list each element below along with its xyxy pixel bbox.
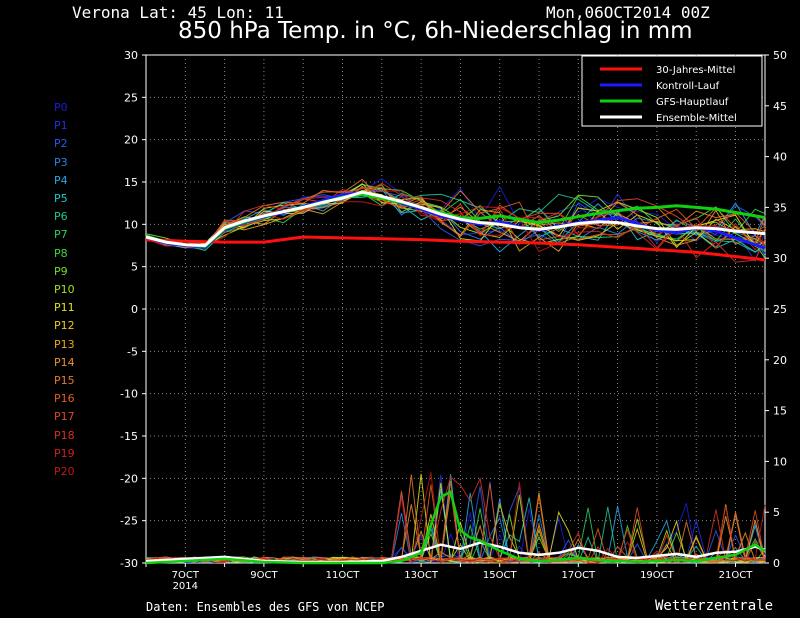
series-line-3 [145, 190, 766, 247]
right-tick-label: 35 [773, 201, 787, 214]
member-label-p11: P11 [54, 301, 75, 315]
legend-label: 30-Jahres-Mittel [656, 65, 735, 76]
date-tick-label: 17OCT [561, 570, 596, 581]
member-label-p6: P6 [54, 210, 68, 224]
date-tick-label: 7OCT [172, 570, 200, 581]
date-tick-label: 13OCT [404, 570, 439, 581]
legend-label: Kontroll-Lauf [656, 81, 720, 92]
member-label-p17: P17 [54, 410, 75, 424]
date-tick-label: 11OCT [326, 570, 361, 581]
member-label-p9: P9 [54, 264, 68, 278]
date-tick-label: 21OCT [719, 570, 754, 581]
left-tick-label: 20 [124, 134, 138, 147]
data-source-footer: Daten: Ensembles des GFS von NCEP [146, 600, 385, 614]
left-tick-label: 15 [124, 176, 138, 189]
member-label-p12: P12 [54, 319, 75, 333]
right-tick-label: 20 [773, 354, 787, 367]
member-label-p7: P7 [54, 228, 68, 242]
left-tick-label: -15 [120, 430, 138, 443]
member-label-p8: P8 [54, 246, 68, 260]
member-label-p10: P10 [54, 283, 75, 296]
date-tick-label: 2014 [173, 581, 198, 592]
series-line-5 [145, 490, 766, 565]
legend-label: GFS-Hauptlauf [656, 97, 729, 108]
right-tick-label: 40 [773, 151, 787, 164]
date-tick-label: 19OCT [640, 570, 675, 581]
right-tick-label: 10 [773, 455, 787, 468]
left-tick-label: -5 [127, 345, 138, 358]
right-tick-label: 25 [773, 303, 787, 316]
left-tick-label: -20 [120, 472, 138, 485]
location-header: Verona Lat: 45 Lon: 11 [72, 3, 284, 22]
legend-label: Ensemble-Mittel [656, 113, 737, 124]
temp-member-p17 [145, 186, 766, 249]
right-tick-label: 50 [773, 49, 787, 62]
member-label-p1: P1 [54, 119, 68, 133]
right-tick-label: 15 [773, 405, 787, 418]
member-label-p14: P14 [54, 355, 75, 369]
right-tick-label: 30 [773, 252, 787, 265]
left-tick-label: 5 [131, 261, 138, 274]
left-tick-label: 30 [124, 49, 138, 62]
temp-member-p10 [145, 190, 766, 249]
date-tick-label: 15OCT [483, 570, 518, 581]
member-label-p5: P5 [54, 192, 68, 205]
date-tick-label: 9OCT [250, 570, 278, 581]
member-label-p2: P2 [54, 137, 68, 151]
member-label-p3: P3 [54, 155, 68, 169]
member-label-p13: P13 [54, 337, 75, 351]
member-label-p15: P15 [54, 374, 75, 387]
right-tick-label: 45 [773, 100, 787, 113]
left-tick-label: 10 [124, 218, 138, 231]
left-tick-label: 0 [131, 303, 138, 316]
series-line-0 [145, 235, 766, 262]
chart-title: 850 hPa Temp. in °C, 6h-Niederschlag in … [178, 18, 693, 44]
member-label-p19: P19 [54, 446, 75, 460]
temp-member-p13 [145, 187, 766, 253]
member-label-p20: P20 [54, 465, 75, 478]
plot-frame [145, 54, 766, 564]
temp-member-p18 [145, 182, 766, 263]
member-label-p16: P16 [54, 392, 75, 406]
temp-member-p15 [145, 178, 766, 246]
brand-footer: Wetterzentrale [655, 598, 774, 614]
right-tick-label: 5 [773, 506, 780, 519]
left-tick-label: -25 [120, 515, 138, 528]
run-date-header: Mon,06OCT2014 00Z [546, 3, 710, 22]
member-label-p0: P0 [54, 101, 68, 114]
member-label-p18: P18 [54, 428, 75, 442]
right-tick-label: 0 [773, 557, 780, 570]
member-label-p4: P4 [54, 173, 68, 187]
left-tick-label: -30 [120, 557, 138, 570]
left-tick-label: 25 [124, 91, 138, 104]
left-tick-label: -10 [120, 388, 138, 401]
